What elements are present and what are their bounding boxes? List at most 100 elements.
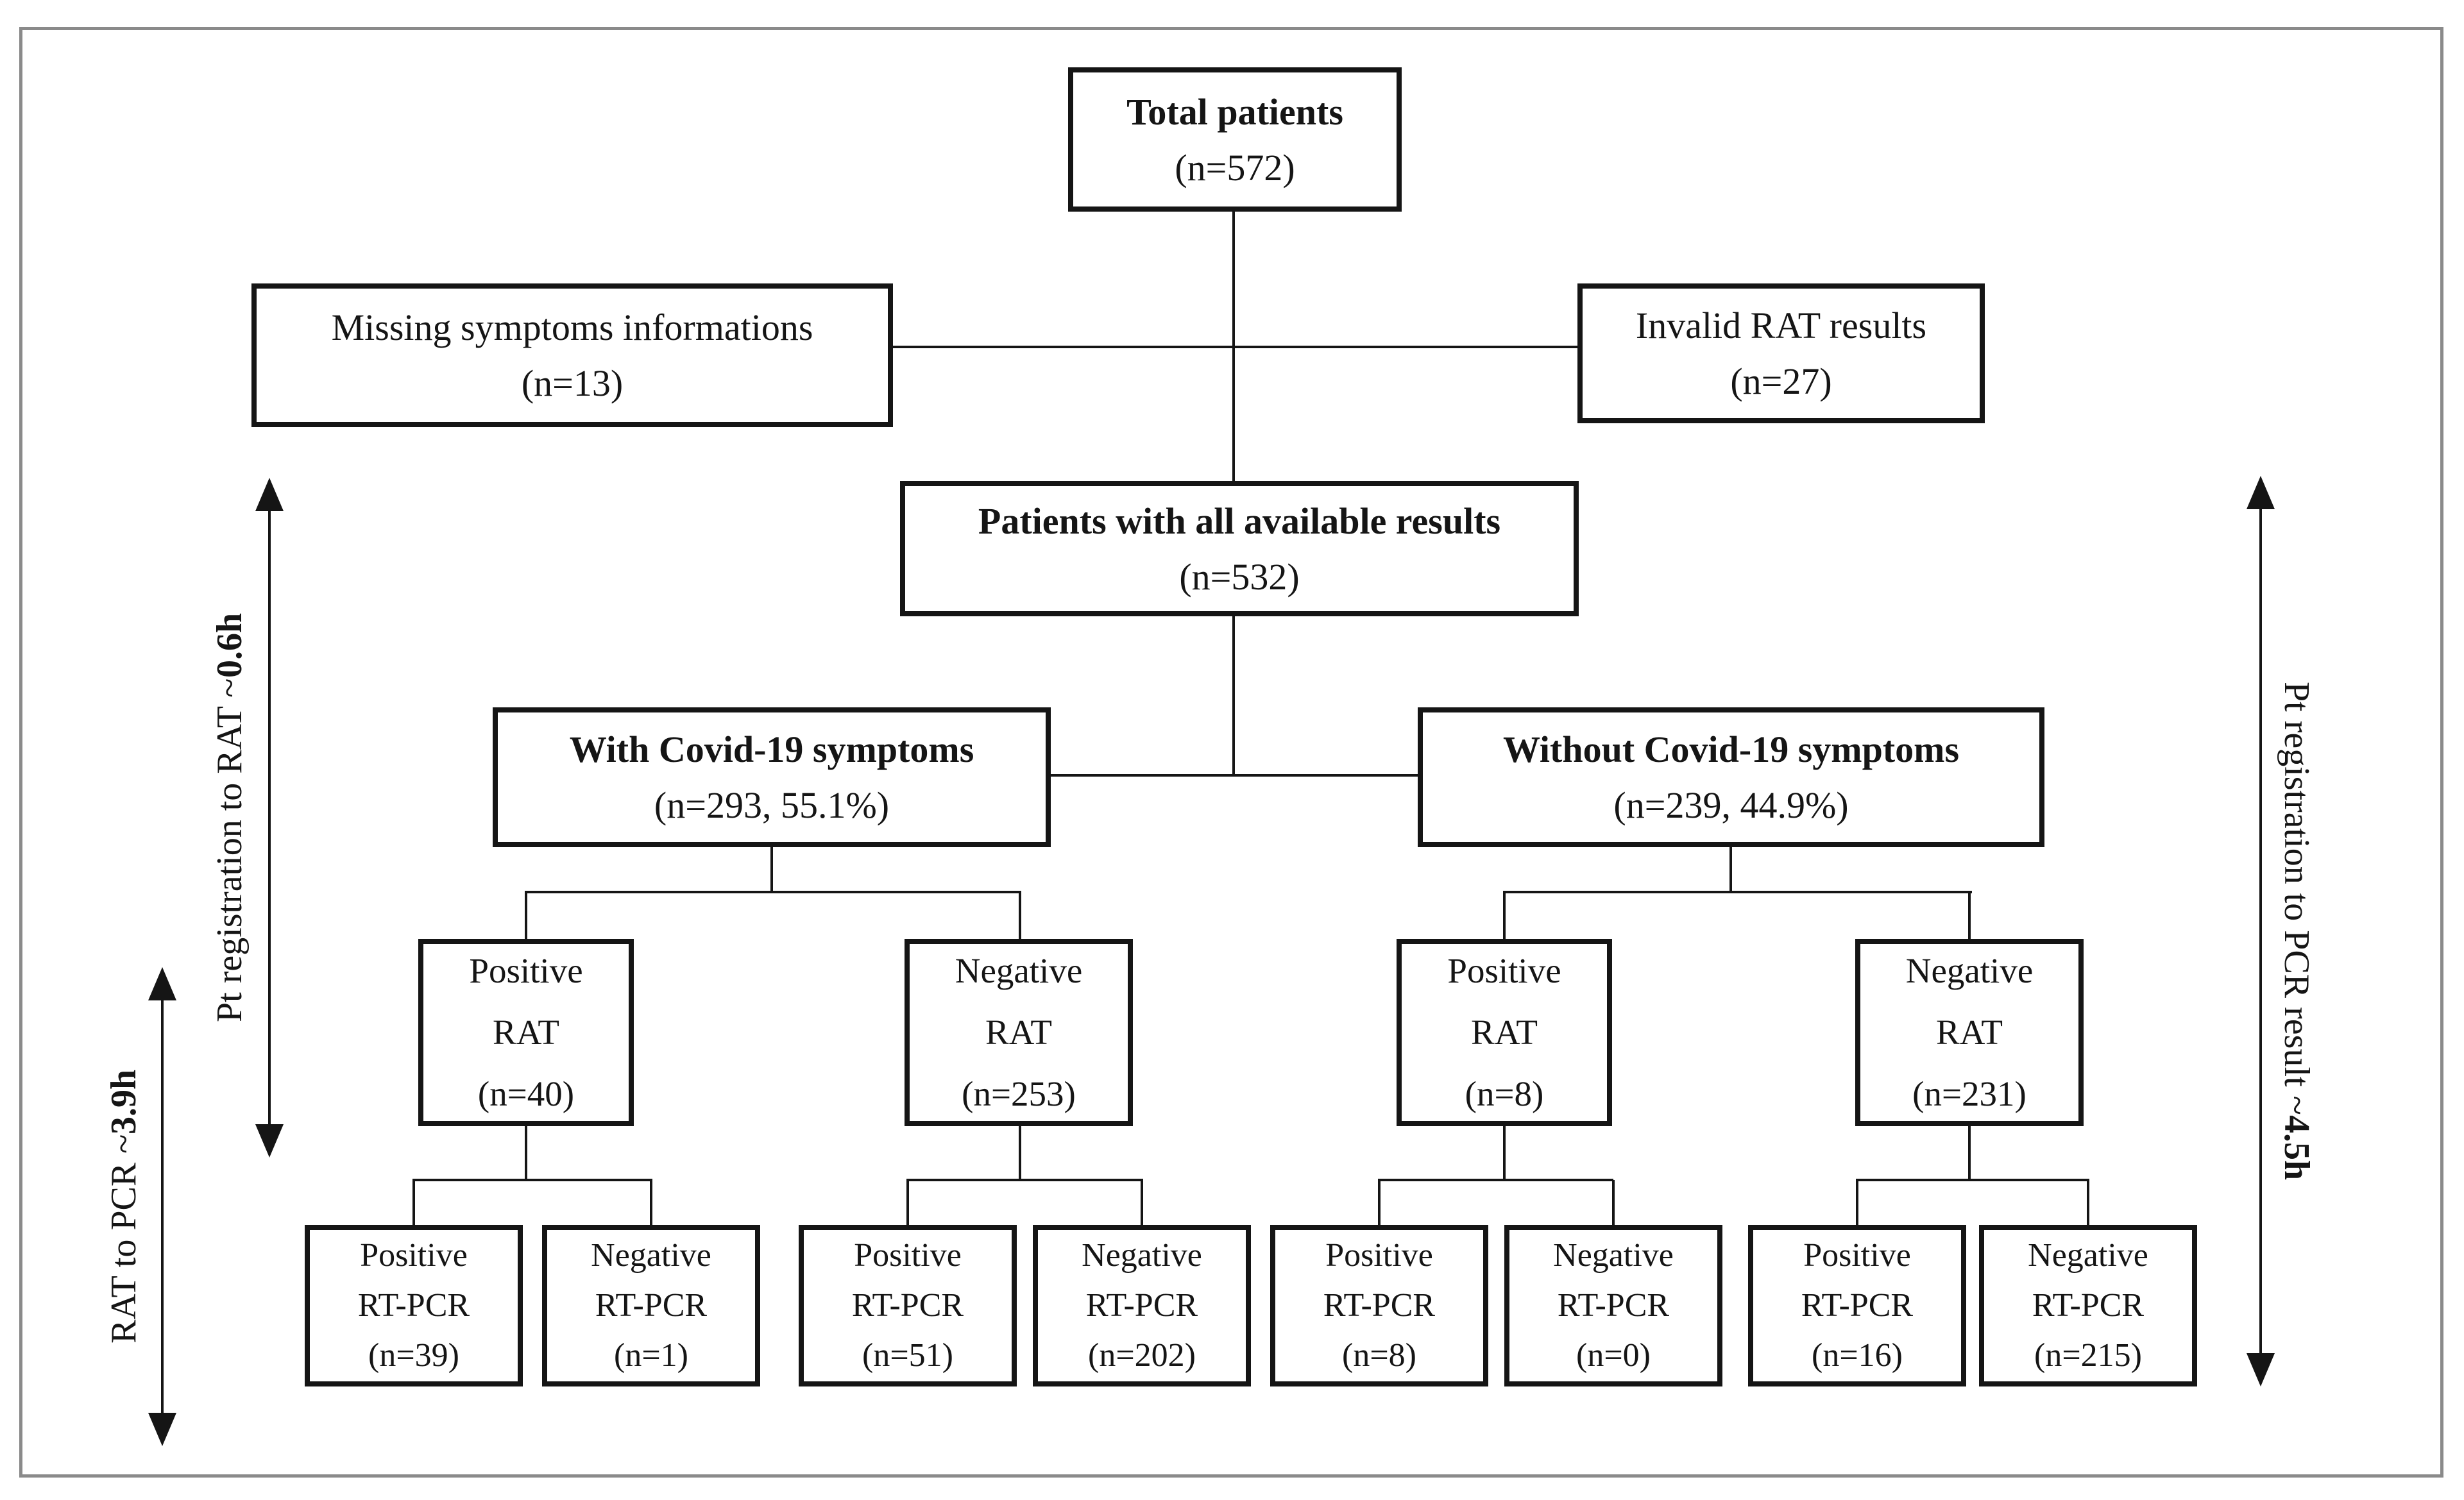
node-result: Negative bbox=[955, 950, 1083, 990]
node-title: Patients with all available results bbox=[978, 500, 1501, 542]
connector-stub bbox=[1856, 1180, 1858, 1225]
node-negative-rtpcr-3: Negative RT-PCR (n=0) bbox=[1504, 1225, 1722, 1386]
node-test: RT-PCR bbox=[357, 1287, 470, 1324]
node-test: RT-PCR bbox=[851, 1287, 964, 1324]
node-title: Invalid RAT results bbox=[1635, 305, 1927, 346]
arrow-shaft bbox=[268, 511, 271, 1124]
node-count: (n=27) bbox=[1730, 360, 1832, 402]
arrow-shaft bbox=[161, 1000, 164, 1413]
node-missing-symptoms-info: Missing symptoms informations (n=13) bbox=[251, 283, 893, 427]
double-arrow-rat-to-pcr bbox=[148, 967, 176, 1446]
connector-stub bbox=[1141, 1180, 1143, 1225]
node-test: RT-PCR bbox=[1557, 1287, 1670, 1324]
connector-branch-horizontal bbox=[1051, 774, 1418, 777]
node-count: (n=51) bbox=[862, 1337, 953, 1374]
connector-rat2-down bbox=[1019, 1126, 1021, 1180]
node-negative-rtpcr-1: Negative RT-PCR (n=1) bbox=[542, 1225, 760, 1386]
arrowhead-down-icon bbox=[148, 1413, 176, 1446]
connector-stub bbox=[1612, 1180, 1615, 1225]
node-count: (n=8) bbox=[1342, 1337, 1416, 1374]
node-test: RT-PCR bbox=[1801, 1287, 1914, 1324]
node-result: Positive bbox=[1447, 950, 1561, 990]
node-result: Negative bbox=[591, 1237, 711, 1274]
node-negative-rtpcr-2: Negative RT-PCR (n=202) bbox=[1033, 1225, 1251, 1386]
connector-stub bbox=[906, 1180, 909, 1225]
node-negative-rat-symptomatic: Negative RAT (n=253) bbox=[905, 939, 1133, 1126]
node-result: Negative bbox=[1082, 1237, 1202, 1274]
connector-stub bbox=[412, 1180, 415, 1225]
connector-rat1-children-horizontal bbox=[412, 1179, 652, 1181]
node-count: (n=532) bbox=[1179, 555, 1300, 598]
node-count: (n=8) bbox=[1465, 1074, 1544, 1114]
connector-rat3-children-horizontal bbox=[1378, 1179, 1613, 1181]
connector-with-down bbox=[770, 847, 773, 892]
timer-value: 3.9h bbox=[104, 1069, 144, 1134]
double-arrow-reg-to-pcr bbox=[2247, 476, 2275, 1386]
connector-rat4-children-horizontal bbox=[1856, 1179, 2089, 1181]
node-positive-rat-asymptomatic: Positive RAT (n=8) bbox=[1397, 939, 1612, 1126]
node-title: With Covid-19 symptoms bbox=[569, 729, 974, 770]
connector-available-down bbox=[1232, 616, 1235, 777]
node-negative-rat-asymptomatic: Negative RAT (n=231) bbox=[1855, 939, 2084, 1126]
connector-stub bbox=[525, 892, 527, 939]
node-test: RT-PCR bbox=[1323, 1287, 1436, 1324]
arrowhead-up-icon bbox=[148, 967, 176, 1000]
timer-text: Pt registration to RAT ~ bbox=[210, 678, 250, 1022]
node-count: (n=40) bbox=[477, 1074, 575, 1114]
timer-text: Pt registration to PCR result ~ bbox=[2277, 682, 2316, 1116]
node-count: (n=0) bbox=[1576, 1337, 1651, 1374]
node-test: RT-PCR bbox=[2032, 1287, 2145, 1324]
connector-rat2-children-horizontal bbox=[906, 1179, 1143, 1181]
node-result: Negative bbox=[1905, 950, 2034, 990]
timer-value: 0.6h bbox=[210, 613, 250, 678]
timer-value: 4.5h bbox=[2277, 1115, 2316, 1181]
node-count: (n=239, 44.9%) bbox=[1613, 784, 1849, 826]
node-test: RT-PCR bbox=[595, 1287, 708, 1324]
node-title: Total patients bbox=[1126, 90, 1343, 133]
node-count: (n=293, 55.1%) bbox=[654, 784, 890, 826]
arrow-shaft bbox=[2259, 509, 2262, 1353]
node-test: RAT bbox=[1471, 1012, 1538, 1052]
node-patients-all-available-results: Patients with all available results (n=5… bbox=[900, 481, 1579, 616]
node-count: (n=1) bbox=[614, 1337, 688, 1374]
node-count: (n=16) bbox=[1812, 1337, 1903, 1374]
connector-stub bbox=[2087, 1180, 2089, 1225]
node-count: (n=39) bbox=[368, 1337, 459, 1374]
connector-stub bbox=[1968, 892, 1971, 939]
connector-stub bbox=[1378, 1180, 1381, 1225]
arrowhead-down-icon bbox=[255, 1124, 284, 1158]
node-invalid-rat-results: Invalid RAT results (n=27) bbox=[1577, 283, 1985, 423]
node-test: RT-PCR bbox=[1085, 1287, 1198, 1324]
timer-reg-to-pcr-label: Pt registration to PCR result ~ 4.5h bbox=[2271, 476, 2322, 1386]
connector-stub bbox=[1503, 892, 1506, 939]
node-positive-rtpcr-3: Positive RT-PCR (n=8) bbox=[1270, 1225, 1488, 1386]
node-without-covid-symptoms: Without Covid-19 symptoms (n=239, 44.9%) bbox=[1418, 707, 2044, 847]
node-result: Positive bbox=[854, 1237, 962, 1274]
node-test: RAT bbox=[985, 1012, 1052, 1052]
timer-rat-to-pcr-label: RAT to PCR ~ 3.9h bbox=[98, 967, 149, 1446]
node-result: Positive bbox=[360, 1237, 468, 1274]
connector-without-down bbox=[1729, 847, 1732, 892]
node-title: Missing symptoms informations bbox=[331, 307, 813, 348]
node-title: Without Covid-19 symptoms bbox=[1502, 729, 1960, 770]
timer-reg-to-rat-label: Pt registration to RAT ~ 0.6h bbox=[204, 478, 255, 1158]
connector-without-children-horizontal bbox=[1503, 891, 1972, 893]
connector-with-children-horizontal bbox=[525, 891, 1021, 893]
timer-text: RAT to PCR ~ bbox=[104, 1134, 144, 1344]
double-arrow-reg-to-rat bbox=[255, 478, 284, 1158]
node-positive-rtpcr-4: Positive RT-PCR (n=16) bbox=[1748, 1225, 1966, 1386]
connector-rat1-down bbox=[525, 1126, 527, 1180]
connector-rat4-down bbox=[1968, 1126, 1971, 1180]
arrowhead-up-icon bbox=[255, 478, 284, 511]
node-total-patients: Total patients (n=572) bbox=[1068, 67, 1402, 212]
node-result: Positive bbox=[469, 950, 583, 990]
node-count: (n=202) bbox=[1088, 1337, 1196, 1374]
connector-stub bbox=[1019, 892, 1021, 939]
node-result: Negative bbox=[1553, 1237, 1674, 1274]
node-negative-rtpcr-4: Negative RT-PCR (n=215) bbox=[1979, 1225, 2197, 1386]
connector-stub bbox=[650, 1180, 652, 1225]
node-with-covid-symptoms: With Covid-19 symptoms (n=293, 55.1%) bbox=[493, 707, 1051, 847]
node-test: RAT bbox=[493, 1012, 559, 1052]
node-test: RAT bbox=[1936, 1012, 2003, 1052]
